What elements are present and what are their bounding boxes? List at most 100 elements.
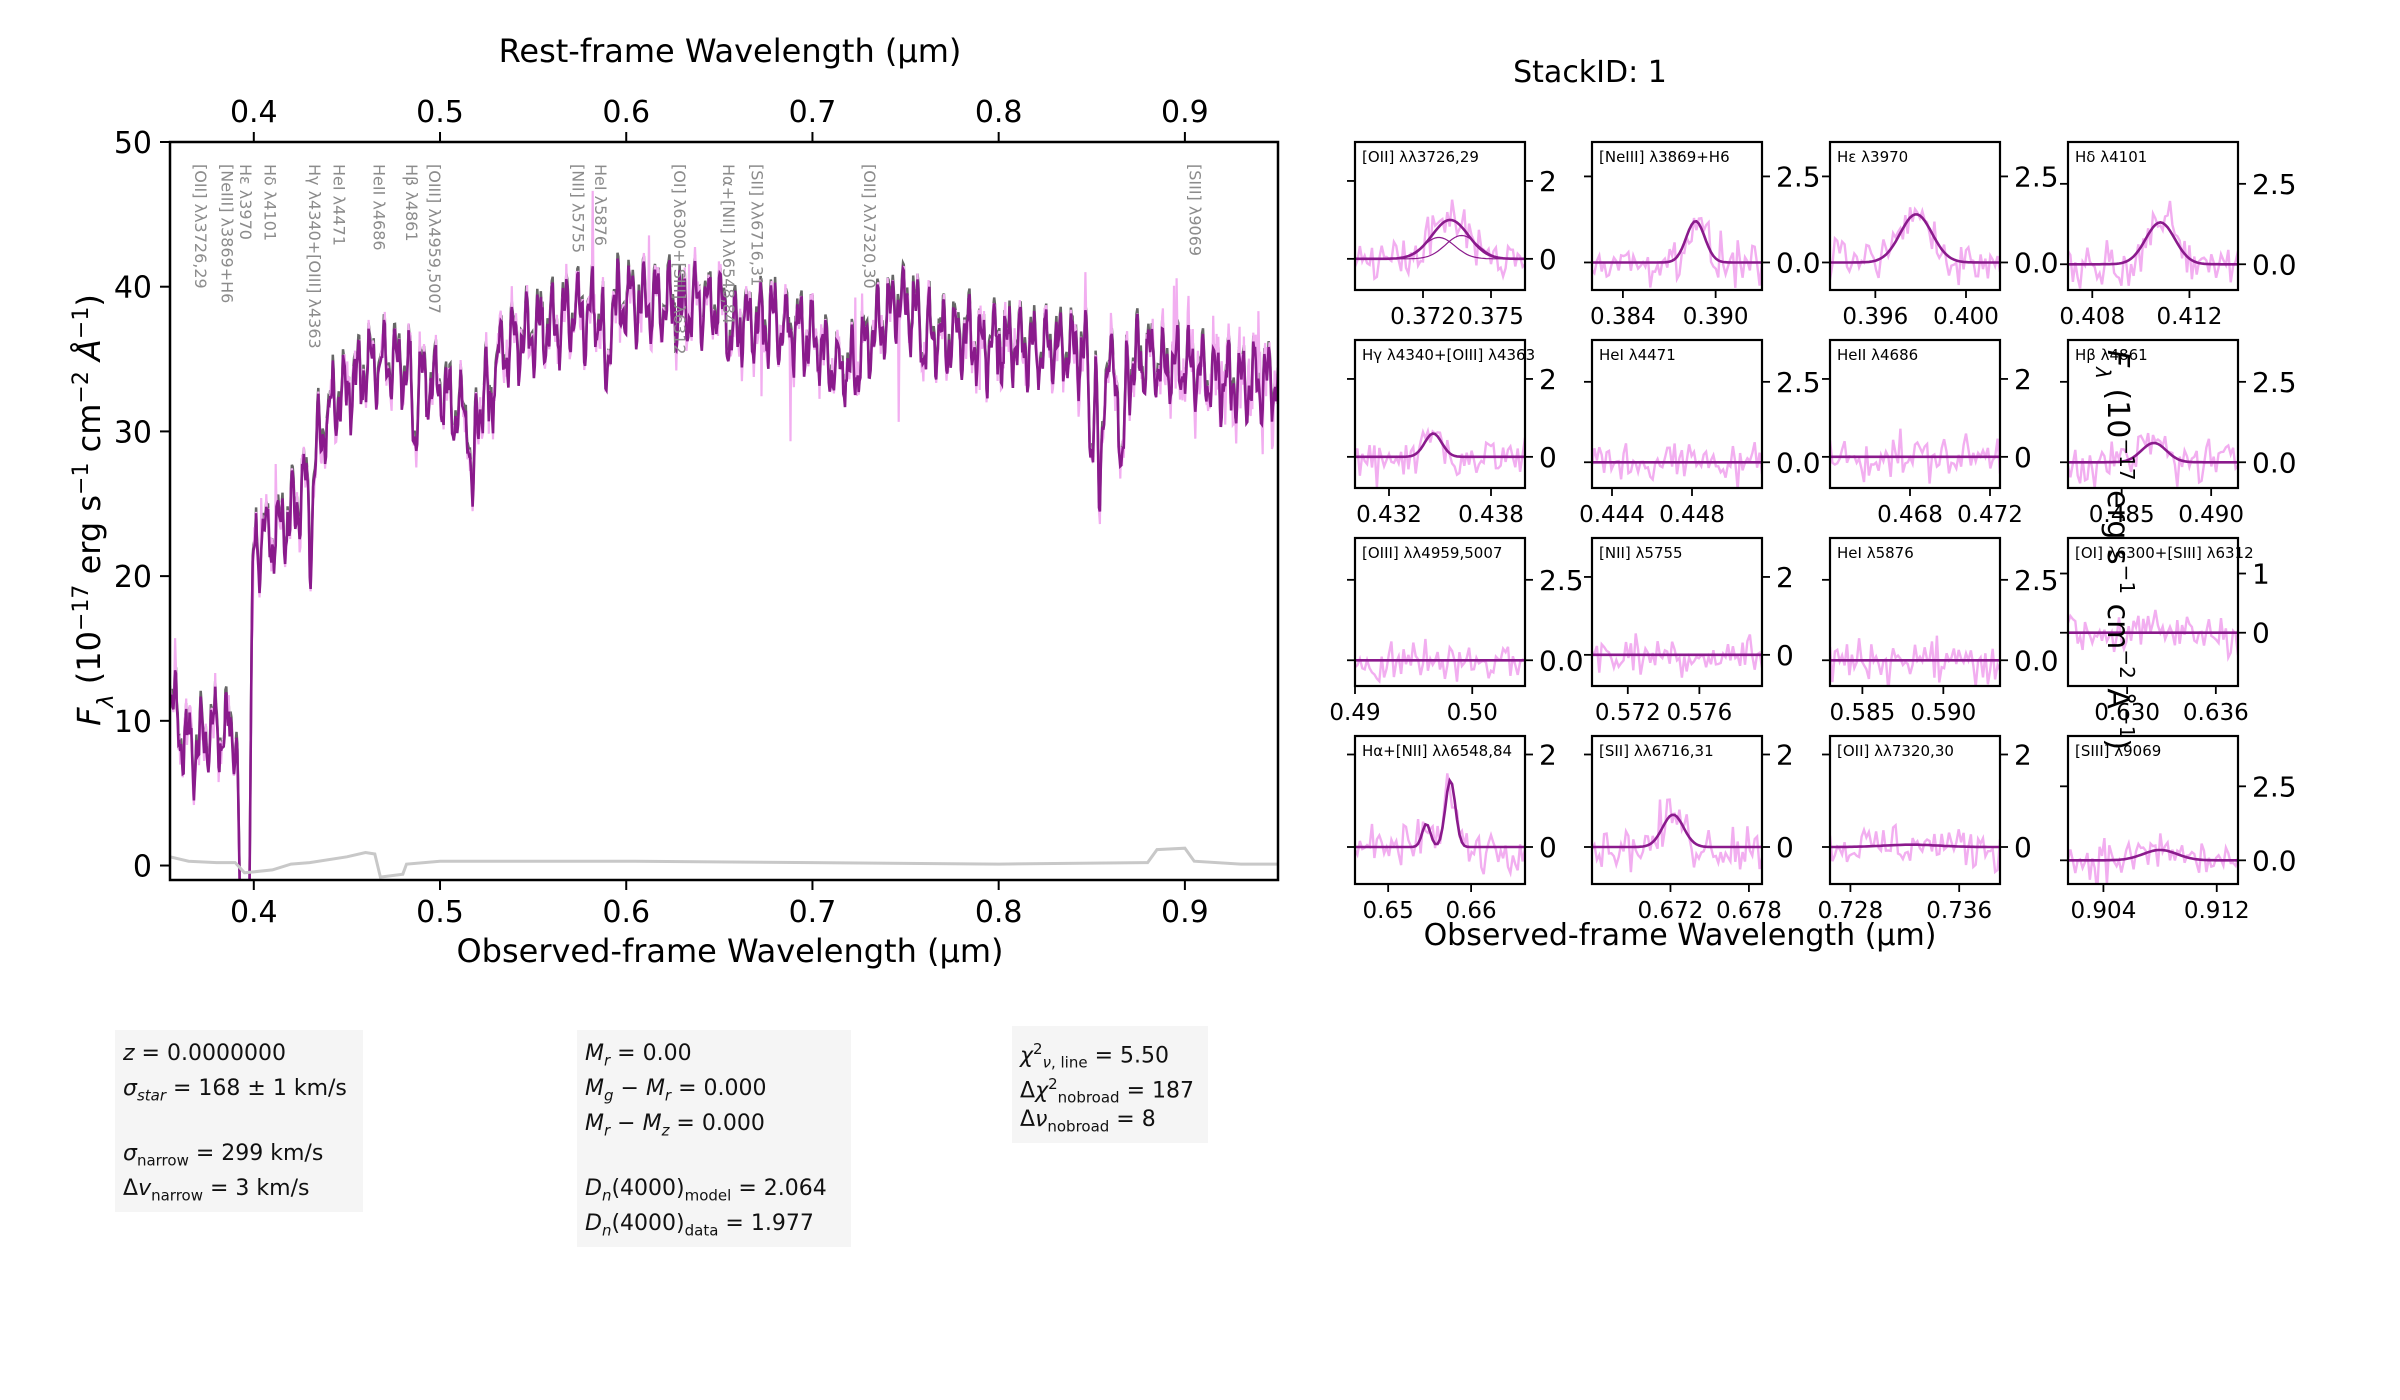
zoom-panel-frame xyxy=(2066,536,2240,688)
error-spectrum-line xyxy=(170,846,1278,879)
line-marker-label-12: Hα+[NII] λλ6548,84 xyxy=(719,164,738,324)
zoom-panel-label: HeI λ5876 xyxy=(1837,544,1914,562)
zoom-y-tick-label: 0 xyxy=(1539,243,1557,276)
zoom-x-tick-label: 0.448 xyxy=(1659,502,1725,528)
line-marker-label-13: [SII] λλ6716,31 xyxy=(748,164,767,286)
zoom-y-axis-label: Fλ (10−17 erg s−1 cm−2 Å−1) xyxy=(2091,350,2139,750)
zoom-y-tick-label: 0 xyxy=(2014,441,2032,474)
zoom-x-tick-label: 0.678 xyxy=(1716,898,1782,924)
info-row: Δχ2nobroad = 187 xyxy=(1020,1075,1194,1107)
zoom-data-line xyxy=(1355,426,1525,488)
main-x-tick-label: 0.7 xyxy=(789,895,837,930)
zoom-panel-frame xyxy=(1828,536,2002,688)
line-marker-label-14: [OII] λλ7320,30 xyxy=(860,164,879,289)
zoom-panel: [NeIII] λ3869+H6 0.384 0.390 0.0 2.5 xyxy=(1584,140,1821,330)
zoom-x-tick-label: 0.576 xyxy=(1666,700,1732,726)
zoom-x-tick-label: 0.472 xyxy=(1957,502,2023,528)
zoom-x-tick-label: 0.412 xyxy=(2156,304,2222,330)
zoom-x-tick-label: 0.438 xyxy=(1458,502,1524,528)
zoom-panel-label: [NII] λ5755 xyxy=(1599,544,1683,562)
zoom-data-line xyxy=(1830,428,2000,484)
line-marker-label-2: Hε λ3970 xyxy=(236,164,255,240)
zoom-y-tick-label: 2 xyxy=(1539,165,1557,198)
line-marker-label-15: [SIII] λ9069 xyxy=(1186,164,1205,256)
zoom-data-line xyxy=(1355,773,1525,878)
line-marker-label-5: HeI λ4471 xyxy=(330,164,349,246)
zoom-model-line xyxy=(1592,219,1762,264)
zoom-panel: [SII] λλ6716,31 0.672 0.678 0 2 xyxy=(1584,734,1794,924)
zoom-y-tick-label: 0.0 xyxy=(1539,644,1584,677)
zoom-y-tick-label: 0 xyxy=(1776,831,1794,864)
zoom-y-tick-label: 0 xyxy=(2014,831,2032,864)
zoom-x-tick-label: 0.384 xyxy=(1590,304,1656,330)
line-marker-label-4: Hγ λ4340+[OIII] λ4363 xyxy=(305,164,324,349)
zoom-panel-label: [OI] λ6300+[SIII] λ6312 xyxy=(2075,544,2254,562)
zoom-x-tick-label: 0.372 xyxy=(1390,304,1456,330)
zoom-x-tick-label: 0.585 xyxy=(1829,700,1895,726)
zoom-y-tick-label: 2 xyxy=(2014,363,2032,396)
zoom-y-tick-label: 2.5 xyxy=(1776,366,1821,399)
line-marker-label-11: [OI] λ6300+[SIII] λ6312 xyxy=(670,164,689,355)
zoom-model-line xyxy=(1830,213,2000,264)
info-row: Δνnobroad = 8 xyxy=(1020,1107,1156,1136)
zoom-model-line xyxy=(2068,848,2238,862)
zoom-model-line xyxy=(1355,777,1525,849)
zoom-y-tick-label: 0.0 xyxy=(2014,246,2059,279)
info-panel-chi2: χ2ν, line = 5.50 Δχ2nobroad = 187 Δνnobroa… xyxy=(1012,1026,1208,1143)
main-y-tick-label: 30 xyxy=(114,415,152,450)
zoom-x-tick-label: 0.65 xyxy=(1363,898,1414,924)
zoom-y-tick-label: 0.0 xyxy=(2252,248,2297,281)
zoom-x-tick-label: 0.485 xyxy=(2089,502,2155,528)
main-y-tick-label: 40 xyxy=(114,271,152,306)
zoom-x-tick-label: 0.50 xyxy=(1447,700,1498,726)
main-x-tick-label: 0.5 xyxy=(416,895,464,930)
line-marker-label-6: HeII λ4686 xyxy=(370,164,389,251)
zoom-y-tick-label: 0.0 xyxy=(2252,446,2297,479)
main-spectrum-plot: [OII] λλ3726,29 [NeIII] λ3869+H6 Hε λ3970 H… xyxy=(114,95,1280,930)
zoom-x-tick-label: 0.400 xyxy=(1933,304,1999,330)
best-fit-model-line xyxy=(170,258,1278,880)
zoom-y-tick-label: 2 xyxy=(1539,739,1557,772)
zoom-y-tick-label: 0 xyxy=(1539,441,1557,474)
zoom-y-tick-label: 2 xyxy=(1776,561,1794,594)
zoom-panel: HeII λ4686 0.468 0.472 0 2 xyxy=(1822,338,2032,528)
zoom-panel-frame xyxy=(1590,338,1764,490)
zoom-x-tick-label: 0.490 xyxy=(2178,502,2244,528)
zoom-y-tick-label: 0 xyxy=(1539,831,1557,864)
zoom-x-tick-label: 0.432 xyxy=(1356,502,1422,528)
zoom-panel-label: [OII] λλ7320,30 xyxy=(1837,742,1954,760)
zoom-y-tick-label: 0 xyxy=(1776,639,1794,672)
zoom-y-tick-label: 0.0 xyxy=(2014,644,2059,677)
zoom-panel-label: Hδ λ4101 xyxy=(2075,148,2147,166)
zoom-x-tick-label: 0.590 xyxy=(1910,700,1976,726)
info-row: χ2ν, line = 5.50 xyxy=(1020,1040,1169,1072)
main-x-tick-label: 0.8 xyxy=(975,895,1023,930)
zoom-panel-label: [SII] λλ6716,31 xyxy=(1599,742,1714,760)
zoom-y-tick-label: 2.5 xyxy=(2252,366,2297,399)
zoom-panel-frame xyxy=(2066,338,2240,490)
zoom-panel: [OII] λλ3726,29 0.372 0.375 0 2 xyxy=(1347,140,1557,330)
info-row: Mr − Mz = 0.000 xyxy=(585,1111,765,1140)
main-y-axis-label: Fλ (10−17 erg s−1 cm−2 Å−1) xyxy=(69,294,119,726)
zoom-data-line xyxy=(2068,609,2238,663)
zoom-panel: Hδ λ4101 0.408 0.412 0.0 2.5 xyxy=(2059,140,2297,330)
line-marker-label-1: [NeIII] λ3869+H6 xyxy=(217,164,236,303)
zoom-model-line xyxy=(2068,441,2238,464)
zoom-model-line xyxy=(1355,432,1525,459)
zoom-panel-label: Hβ λ4861 xyxy=(2075,346,2148,364)
main-top-x-tick-label: 0.9 xyxy=(1161,95,1209,130)
zoom-panel: Hε λ3970 0.396 0.400 0.0 2.5 xyxy=(1822,140,2059,330)
main-x-tick-label: 0.6 xyxy=(602,895,650,930)
zoom-panel: [OIII] λλ4959,5007 0.49 0.50 0.0 2.5 xyxy=(1329,536,1584,726)
zoom-data-line xyxy=(1355,199,1525,281)
zoom-x-tick-label: 0.390 xyxy=(1683,304,1749,330)
zoom-x-tick-label: 0.912 xyxy=(2184,898,2250,924)
zoom-data-line xyxy=(1830,635,2000,686)
zoom-panel-frame xyxy=(2066,734,2240,886)
zoom-y-tick-label: 0.0 xyxy=(1776,246,1821,279)
zoom-panel-frame xyxy=(1353,536,1527,688)
zoom-panel-frame xyxy=(1353,734,1527,886)
zoom-panel: Hα+[NII] λλ6548,84 0.65 0.66 0 2 xyxy=(1347,734,1557,924)
